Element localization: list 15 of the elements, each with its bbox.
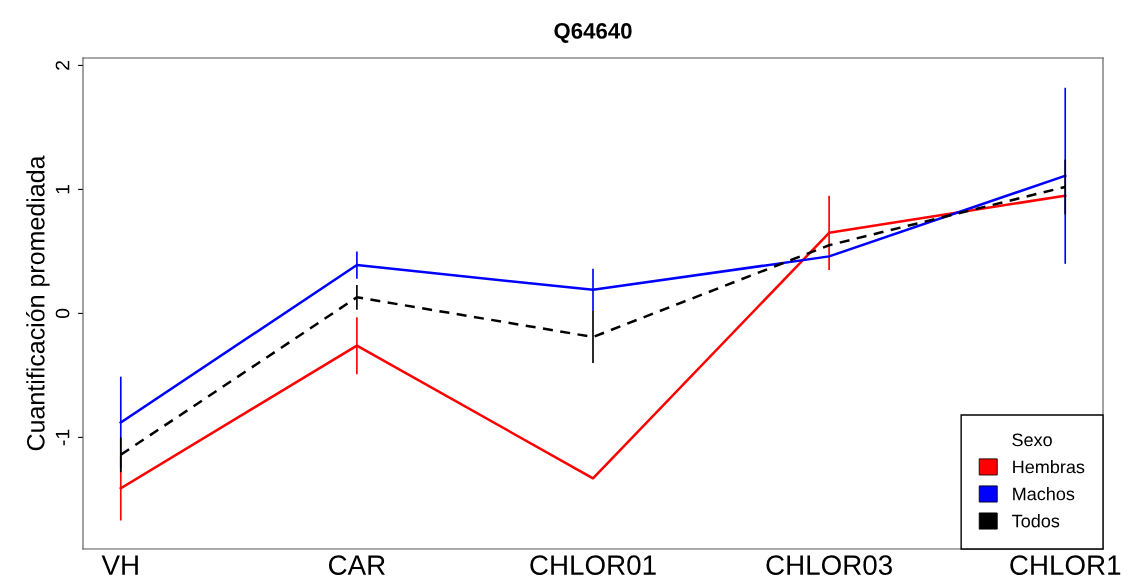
legend-label: Machos bbox=[1013, 487, 1075, 501]
x-tick-label: CAR bbox=[328, 555, 385, 575]
x-tick-label: CHLOR1 bbox=[1010, 555, 1121, 575]
y-tick-label: 1 bbox=[55, 184, 70, 194]
legend-label: Todos bbox=[1012, 514, 1060, 528]
x-tick-label: CHLOR03 bbox=[766, 555, 892, 575]
legend-title: Sexo bbox=[1012, 433, 1052, 447]
y-tick-label: -1 bbox=[55, 429, 70, 446]
x-tick-label: CHLOR01 bbox=[530, 555, 656, 575]
y-tick-label: 0 bbox=[55, 308, 70, 319]
y-axis-title: Cuantificación promediada bbox=[26, 155, 50, 451]
y-tick-label: 2 bbox=[55, 61, 70, 70]
legend-label: Hembras bbox=[1013, 460, 1085, 474]
x-tick-label: VH bbox=[101, 555, 138, 575]
chart-title: Q64640 bbox=[554, 23, 632, 43]
